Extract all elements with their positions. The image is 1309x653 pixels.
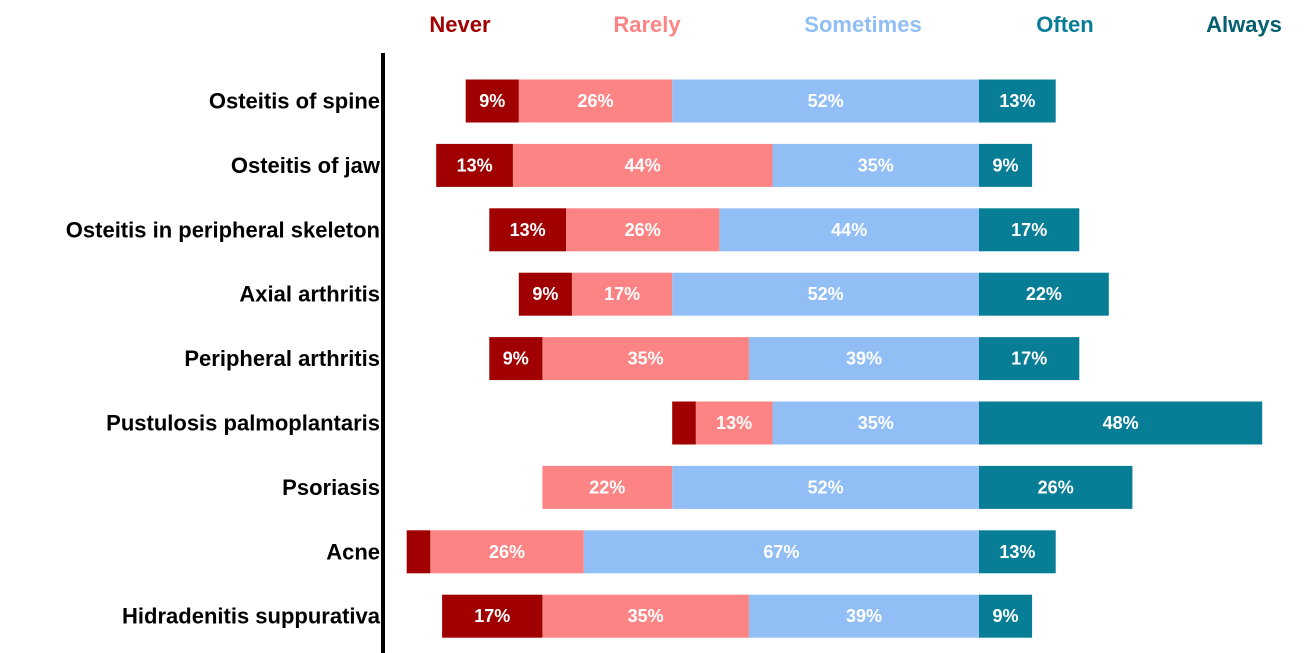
category-label-osteitis-in-peripheral-skeleton: Osteitis in peripheral skeleton xyxy=(66,217,380,242)
bar-hidradenitis-suppurativa-rarely xyxy=(542,594,749,638)
data-label-pustulosis-palmoplantaris-often: 48% xyxy=(1103,413,1139,433)
bar-peripheral-arthritis-never xyxy=(489,337,543,381)
data-label-osteitis-of-jaw-often: 9% xyxy=(992,155,1018,175)
bar-osteitis-of-jaw-sometimes xyxy=(772,143,979,187)
data-label-psoriasis-often: 26% xyxy=(1038,477,1074,497)
bar-osteitis-of-spine-rarely xyxy=(518,79,673,123)
data-label-osteitis-of-spine-rarely: 26% xyxy=(577,91,613,111)
bar-hidradenitis-suppurativa-often xyxy=(979,594,1033,638)
bar-hidradenitis-suppurativa-never xyxy=(442,594,543,638)
bar-acne-rarely xyxy=(430,530,584,574)
bar-psoriasis-sometimes xyxy=(672,465,979,509)
data-label-pustulosis-palmoplantaris-sometimes: 35% xyxy=(858,413,894,433)
bar-hidradenitis-suppurativa-sometimes xyxy=(748,594,979,638)
data-label-peripheral-arthritis-never: 9% xyxy=(503,349,529,369)
bar-psoriasis-often xyxy=(979,465,1133,509)
bar-pustulosis-palmoplantaris-rarely xyxy=(695,401,773,445)
data-label-psoriasis-rarely: 22% xyxy=(589,477,625,497)
data-label-acne-often: 13% xyxy=(999,542,1035,562)
legend-rarely: Rarely xyxy=(613,12,681,37)
bar-osteitis-in-peripheral-skeleton-rarely xyxy=(566,208,720,252)
category-label-osteitis-of-spine: Osteitis of spine xyxy=(209,89,380,114)
bar-osteitis-in-peripheral-skeleton-sometimes xyxy=(719,208,979,252)
category-label-pustulosis-palmoplantaris: Pustulosis palmoplantaris xyxy=(106,411,380,436)
data-label-hidradenitis-suppurativa-often: 9% xyxy=(992,606,1018,626)
data-label-hidradenitis-suppurativa-sometimes: 39% xyxy=(846,606,882,626)
data-label-osteitis-of-jaw-sometimes: 35% xyxy=(858,155,894,175)
category-label-osteitis-of-jaw: Osteitis of jaw xyxy=(231,153,381,178)
data-label-pustulosis-palmoplantaris-rarely: 13% xyxy=(716,413,752,433)
bar-osteitis-in-peripheral-skeleton-often xyxy=(979,208,1080,252)
bar-pustulosis-palmoplantaris-often xyxy=(979,401,1263,445)
data-label-osteitis-of-jaw-rarely: 44% xyxy=(625,155,661,175)
data-label-acne-rarely: 26% xyxy=(489,542,525,562)
bar-pustulosis-palmoplantaris-sometimes xyxy=(772,401,979,445)
data-label-osteitis-of-spine-never: 9% xyxy=(479,91,505,111)
bar-osteitis-of-spine-sometimes xyxy=(672,79,979,123)
category-label-axial-arthritis: Axial arthritis xyxy=(239,282,380,307)
bar-axial-arthritis-rarely xyxy=(571,272,673,316)
data-label-axial-arthritis-sometimes: 52% xyxy=(808,284,844,304)
bar-axial-arthritis-often xyxy=(979,272,1109,316)
legend-never: Never xyxy=(429,12,491,37)
category-label-hidradenitis-suppurativa: Hidradenitis suppurativa xyxy=(122,604,381,629)
bar-acne-often xyxy=(979,530,1056,574)
bar-peripheral-arthritis-often xyxy=(979,337,1080,381)
data-label-axial-arthritis-often: 22% xyxy=(1026,284,1062,304)
data-label-acne-sometimes: 67% xyxy=(763,542,799,562)
data-label-peripheral-arthritis-sometimes: 39% xyxy=(846,349,882,369)
data-label-osteitis-in-peripheral-skeleton-often: 17% xyxy=(1011,220,1047,240)
data-label-osteitis-of-spine-sometimes: 52% xyxy=(808,91,844,111)
bar-pustulosis-palmoplantaris-never xyxy=(672,401,696,445)
bar-axial-arthritis-sometimes xyxy=(672,272,979,316)
legend-sometimes: Sometimes xyxy=(804,12,921,37)
category-labels: Osteitis of spine Osteitis of jaw Osteitis… xyxy=(66,89,381,629)
bar-acne-never xyxy=(406,530,431,574)
bar-psoriasis-rarely xyxy=(542,465,673,509)
legend: Never Rarely Sometimes Often Always xyxy=(429,12,1281,37)
legend-often: Often xyxy=(1036,12,1093,37)
bar-osteitis-of-jaw-rarely xyxy=(512,143,773,187)
data-label-osteitis-in-peripheral-skeleton-sometimes: 44% xyxy=(831,220,867,240)
bar-peripheral-arthritis-rarely xyxy=(542,337,749,381)
data-label-axial-arthritis-rarely: 17% xyxy=(604,284,640,304)
data-label-hidradenitis-suppurativa-never: 17% xyxy=(474,606,510,626)
bar-peripheral-arthritis-sometimes xyxy=(748,337,979,381)
data-label-axial-arthritis-never: 9% xyxy=(532,284,558,304)
data-label-hidradenitis-suppurativa-rarely: 35% xyxy=(628,606,664,626)
data-label-peripheral-arthritis-often: 17% xyxy=(1011,349,1047,369)
data-label-psoriasis-sometimes: 52% xyxy=(808,477,844,497)
bar-osteitis-in-peripheral-skeleton-never xyxy=(489,208,566,252)
bar-acne-sometimes xyxy=(583,530,979,574)
bar-osteitis-of-spine-never xyxy=(465,79,519,123)
category-label-psoriasis: Psoriasis xyxy=(282,475,380,500)
bar-osteitis-of-jaw-often xyxy=(979,143,1033,187)
legend-always: Always xyxy=(1206,12,1282,37)
category-label-peripheral-arthritis: Peripheral arthritis xyxy=(184,346,380,371)
data-label-peripheral-arthritis-rarely: 35% xyxy=(628,349,664,369)
bars: 52% 26% 9% 13% 35% 44% 13% 9% 44% 26% 13% 17% 52% 17%… xyxy=(406,79,1263,638)
data-label-osteitis-of-jaw-never: 13% xyxy=(457,155,493,175)
data-label-osteitis-of-spine-often: 13% xyxy=(999,91,1035,111)
category-label-acne: Acne xyxy=(326,539,380,564)
bar-axial-arthritis-never xyxy=(518,272,572,316)
data-label-osteitis-in-peripheral-skeleton-never: 13% xyxy=(510,220,546,240)
bar-osteitis-of-jaw-never xyxy=(436,143,513,187)
bar-osteitis-of-spine-often xyxy=(979,79,1056,123)
data-label-osteitis-in-peripheral-skeleton-rarely: 26% xyxy=(625,220,661,240)
